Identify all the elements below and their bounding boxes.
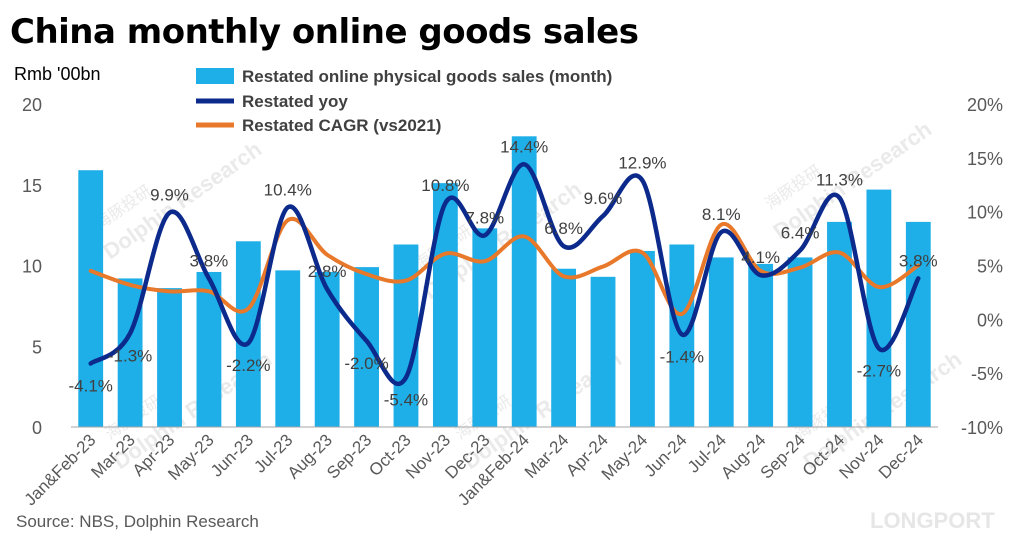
y-right-tick-label: -5% xyxy=(971,364,1003,384)
yoy-data-label: 8.1% xyxy=(702,205,741,224)
bar xyxy=(590,276,616,427)
bar xyxy=(511,136,537,428)
yoy-data-label: -4.1% xyxy=(68,376,112,395)
lines-layer xyxy=(88,162,921,387)
y-left-tick-label: 10 xyxy=(22,257,42,277)
legend-swatch-bar xyxy=(196,68,234,84)
yoy-data-label: -2.2% xyxy=(226,356,270,375)
yoy-data-label: 9.6% xyxy=(584,189,623,208)
yoy-data-label: 3.8% xyxy=(190,251,229,270)
chart-title: China monthly online goods sales xyxy=(10,12,639,52)
y-left-tick-label: 15 xyxy=(22,176,42,196)
yoy-data-label: 12.9% xyxy=(618,153,666,172)
y-left-tick-label: 0 xyxy=(32,418,42,438)
yoy-data-label: 3.8% xyxy=(899,251,938,270)
legend-label: Restated online physical goods sales (mo… xyxy=(242,67,612,86)
yoy-data-label: 4.1% xyxy=(741,248,780,267)
legend-label: Restated yoy xyxy=(242,92,348,111)
legend-label: Restated CAGR (vs2021) xyxy=(242,116,441,135)
y-left-tick-label: 20 xyxy=(22,95,42,115)
watermark-logo-text: LONGPORT xyxy=(870,508,995,533)
yoy-data-label: -2.7% xyxy=(857,361,901,380)
x-tick-label: Jun-23 xyxy=(207,430,257,480)
bar xyxy=(630,250,655,427)
bar xyxy=(235,241,261,427)
yoy-data-label: 7.8% xyxy=(465,208,504,227)
x-tick-label: Sep-23 xyxy=(323,430,375,482)
bar xyxy=(787,257,813,427)
bar xyxy=(432,183,458,427)
y-left-tick-label: 5 xyxy=(32,337,42,357)
bar xyxy=(551,268,577,427)
yoy-line xyxy=(88,162,921,387)
y-right-tick-label: 15% xyxy=(967,149,1003,169)
data-labels-layer: -4.1% -1.3% 9.9% 3.8% -2.2% 10.4% 2.8% -2.0% -5.… xyxy=(68,137,937,409)
bar xyxy=(314,271,340,427)
bar xyxy=(354,267,379,427)
bar xyxy=(748,263,774,427)
source-note: Source: NBS, Dolphin Research xyxy=(16,512,259,531)
yoy-data-label: -5.4% xyxy=(384,390,428,409)
yoy-data-label: 10.4% xyxy=(264,180,312,199)
yoy-data-label: -1.3% xyxy=(108,346,152,365)
bar xyxy=(866,189,892,427)
yoy-data-label: 14.4% xyxy=(500,137,548,156)
bar xyxy=(275,270,301,427)
yoy-data-label: -1.4% xyxy=(660,347,704,366)
legend: Restated online physical goods sales (mo… xyxy=(196,67,612,135)
yoy-data-label: 2.8% xyxy=(308,262,347,281)
yoy-data-label: 6.8% xyxy=(544,219,583,238)
bar xyxy=(905,221,931,427)
yoy-data-label: 6.4% xyxy=(781,223,820,242)
y-right-tick-label: -10% xyxy=(961,418,1003,438)
y-right-tick-label: 10% xyxy=(967,203,1003,223)
bar xyxy=(78,170,104,427)
yoy-data-label: 10.8% xyxy=(421,176,469,195)
yoy-data-label: 11.3% xyxy=(816,171,863,190)
x-tick-label: Dec-24 xyxy=(875,430,927,482)
x-tick-label: Mar-24 xyxy=(521,430,573,482)
y-right-tick-label: 20% xyxy=(967,95,1003,115)
y-axis-unit-label: Rmb '00bn xyxy=(14,64,101,84)
yoy-data-label: 9.9% xyxy=(150,186,189,205)
yoy-data-label: -2.0% xyxy=(344,354,388,373)
y-right-tick-label: 0% xyxy=(977,310,1003,330)
x-tick-label: Jun-24 xyxy=(640,430,690,480)
bar xyxy=(708,257,734,427)
y-right-tick-label: 5% xyxy=(977,257,1003,277)
bar xyxy=(157,288,182,427)
